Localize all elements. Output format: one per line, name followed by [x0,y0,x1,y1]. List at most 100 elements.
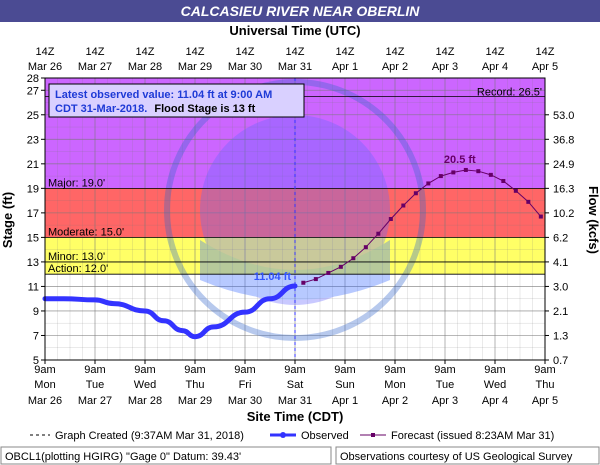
forecast-point [463,167,468,172]
top-tick-date: Apr 4 [482,61,508,73]
forecast-point [476,169,481,174]
threshold-label-record: Record: 26.5' [477,86,542,98]
right-tick-label: 24.9 [553,159,574,171]
forecast-point [338,264,343,269]
y-tick-label: 23 [27,134,39,146]
forecast-point [426,181,431,186]
legend-forecast-marker [371,433,375,437]
forecast-point [538,214,543,219]
x-tick-time: 9am [384,364,405,376]
top-tick-time: 14Z [236,46,255,58]
footer-courtesy: Observations courtesy of US Geological S… [340,451,573,463]
top-tick-time: 14Z [86,46,105,58]
x-tick-day: Mon [34,379,55,391]
top-tick-time: 14Z [36,46,55,58]
forecast-point [401,203,406,208]
observed-box: Latest observed value: 11.04 ft at 9:00 … [48,83,305,118]
legend-observed-marker [280,432,286,438]
y-tick-label: 5 [33,355,39,367]
observed-current-label: 11.04 ft [254,271,292,283]
y-tick-label: 28 [27,73,39,85]
top-tick-time: 14Z [336,46,355,58]
forecast-series-line [303,169,542,284]
x-tick-day: Tue [86,379,105,391]
y-tick-label: 25 [27,110,39,122]
x-tick-date: Mar 30 [228,395,262,407]
right-tick-label: 16.3 [553,183,574,195]
forecast-point [488,172,493,177]
title-bar [0,0,600,22]
right-tick-label: 53.0 [553,110,574,122]
top-tick-date: Mar 27 [78,61,112,73]
x-tick-day: Tue [436,379,455,391]
forecast-point [513,188,518,193]
top-tick-date: Mar 28 [128,61,162,73]
forecast-point [438,174,443,179]
top-tick-time: 14Z [486,46,505,58]
y-tick-label: 13 [27,257,39,269]
observed-box-line2: CDT 31-Mar-2018. Flood Stage is 13 ft [55,103,256,115]
top-tick-date: Mar 30 [228,61,262,73]
right-tick-label: 3.0 [553,281,568,293]
forecast-point [526,199,531,204]
x-tick-date: Apr 1 [332,395,358,407]
x-tick-day: Wed [484,379,506,391]
x-tick-day: Thu [186,379,205,391]
left-axis-title: Stage (ft) [0,192,15,248]
footer-courtesy-box [335,446,600,465]
y-tick-label: 19 [27,183,39,195]
top-tick-date: Mar 26 [28,61,62,73]
forecast-point [313,277,318,282]
footer-datum: OBCL1(plotting HGIRG) "Gage 0" Datum: 39… [5,451,241,463]
top-tick-time: 14Z [136,46,155,58]
top-tick-date: Apr 3 [432,61,458,73]
x-tick-time: 9am [534,364,555,376]
right-tick-label: 10.2 [553,208,574,220]
x-tick-date: Apr 2 [382,395,408,407]
x-tick-time: 9am [434,364,455,376]
forecast-point [351,256,356,261]
legend-observed-text: Observed [301,430,349,442]
legend-created-text: Graph Created (9:37AM Mar 31, 2018) [55,430,244,442]
y-tick-label: 15 [27,232,39,244]
x-tick-day: Sat [287,379,304,391]
observed-box-frame [48,83,305,118]
x-tick-date: Mar 26 [28,395,62,407]
right-tick-label: 0.7 [553,355,568,367]
top-tick-date: Apr 5 [532,61,558,73]
forecast-point [363,245,368,250]
y-tick-label: 7 [33,330,39,342]
forecast-point [376,231,381,236]
observed-box-date: CDT 31-Mar-2018. [55,103,147,115]
x-tick-time: 9am [134,364,155,376]
y-tick-label: 17 [27,208,39,220]
right-tick-label: 4.1 [553,257,568,269]
forecast-point [326,270,331,275]
x-tick-date: Mar 29 [178,395,212,407]
x-tick-date: Apr 4 [482,395,508,407]
forecast-peak-label: 20.5 ft [444,154,476,166]
bottom-axis-title: Site Time (CDT) [247,409,344,424]
threshold-label-moderate: Moderate: 15.0' [48,226,124,238]
top-tick-time: 14Z [186,46,205,58]
legend-forecast-text: Forecast (issued 8:23AM Mar 31) [391,430,554,442]
threshold-label-major: Major: 19.0' [48,177,105,189]
x-tick-time: 9am [184,364,205,376]
top-tick-date: Mar 29 [178,61,212,73]
top-tick-time: 14Z [536,46,555,58]
x-tick-time: 9am [334,364,355,376]
x-tick-time: 9am [234,364,255,376]
threshold-label-minor: Minor: 13.0' [48,251,105,263]
right-tick-label: 2.1 [553,306,568,318]
x-tick-date: Mar 31 [278,395,312,407]
x-tick-time: 9am [284,364,305,376]
y-tick-label: 21 [27,159,39,171]
forecast-point [451,170,456,175]
top-tick-time: 14Z [386,46,405,58]
top-tick-date: Apr 2 [382,61,408,73]
x-tick-day: Fri [239,379,252,391]
x-tick-day: Sun [335,379,355,391]
